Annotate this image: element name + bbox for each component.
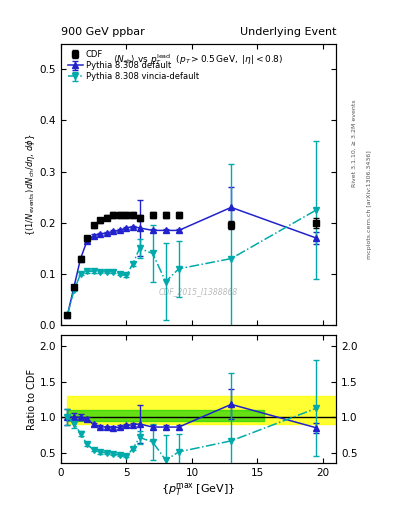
Text: 900 GeV ppbar: 900 GeV ppbar [61, 27, 145, 37]
Text: Underlying Event: Underlying Event [239, 27, 336, 37]
Legend: CDF, Pythia 8.308 default, Pythia 8.308 vincia-default: CDF, Pythia 8.308 default, Pythia 8.308 … [65, 48, 202, 84]
Y-axis label: Ratio to CDF: Ratio to CDF [27, 369, 37, 430]
X-axis label: $\{p_T^\mathrm{max}\;[\mathrm{GeV}]\}$: $\{p_T^\mathrm{max}\;[\mathrm{GeV}]\}$ [161, 481, 236, 498]
Y-axis label: $\{(1/N_\mathrm{events})\,dN_\mathrm{ch}/d\eta,\,d\phi\}$: $\{(1/N_\mathrm{events})\,dN_\mathrm{ch}… [24, 133, 37, 236]
Text: CDF_2015_I1388868: CDF_2015_I1388868 [159, 287, 238, 296]
Text: Rivet 3.1.10, ≥ 3.2M events: Rivet 3.1.10, ≥ 3.2M events [352, 99, 357, 187]
Text: mcplots.cern.ch [arXiv:1306.3436]: mcplots.cern.ch [arXiv:1306.3436] [367, 151, 373, 259]
Text: $\langle N_\mathrm{ch}\rangle$ vs $p_T^\mathrm{lead}$  $(p_T > 0.5\,\mathrm{GeV}: $\langle N_\mathrm{ch}\rangle$ vs $p_T^\… [113, 52, 284, 67]
